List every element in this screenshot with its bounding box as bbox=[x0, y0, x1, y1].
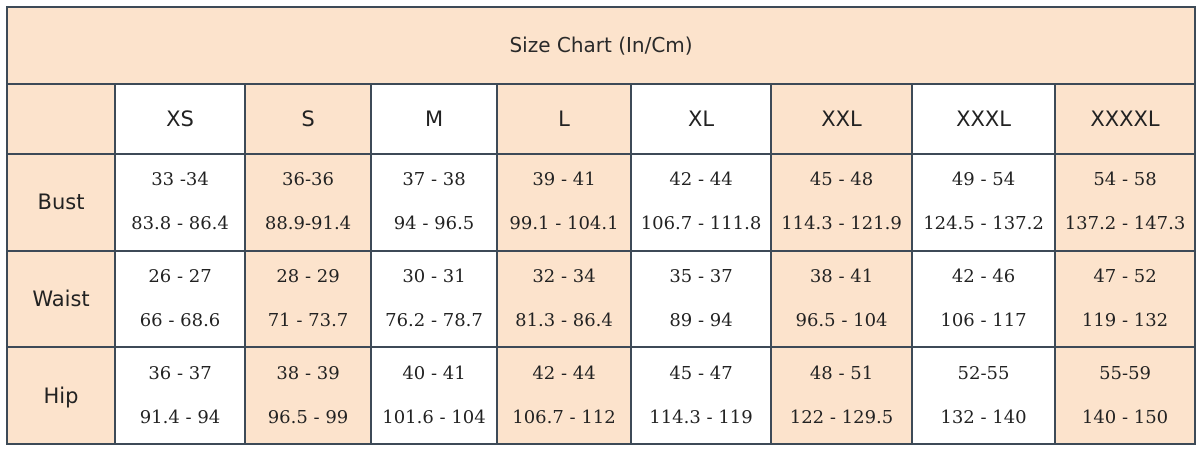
cell-bust-m: 37 - 38 94 - 96.5 bbox=[370, 152, 498, 252]
cell-cm: 137.2 - 147.3 bbox=[1064, 213, 1186, 235]
cell-cm: 114.3 - 121.9 bbox=[781, 213, 902, 235]
cell-inches: 40 - 41 bbox=[402, 362, 466, 384]
cell-hip-xxxl: 52-55 132 - 140 bbox=[911, 346, 1056, 445]
cell-inches: 42 - 44 bbox=[532, 362, 596, 384]
cell-cm: 99.1 - 104.1 bbox=[509, 213, 619, 235]
row-label-bust: Bust bbox=[6, 152, 116, 252]
cell-inches: 45 - 47 bbox=[669, 362, 733, 384]
cell-hip-xxxxl: 55-59 140 - 150 bbox=[1053, 346, 1197, 445]
cell-hip-l: 42 - 44 106.7 - 112 bbox=[496, 346, 632, 445]
cell-waist-xxxl: 42 - 46 106 - 117 bbox=[911, 249, 1056, 349]
cell-cm: 122 - 129.5 bbox=[789, 406, 894, 428]
cell-bust-xxxxl: 54 - 58 137.2 - 147.3 bbox=[1053, 152, 1197, 252]
cell-bust-xxxl: 49 - 54 124.5 - 137.2 bbox=[911, 152, 1056, 252]
cell-cm: 106 - 117 bbox=[940, 309, 1027, 331]
cell-cm: 106.7 - 111.8 bbox=[640, 213, 762, 235]
cell-bust-s: 36-36 88.9-91.4 bbox=[244, 152, 372, 252]
cell-cm: 106.7 - 112 bbox=[512, 406, 616, 428]
cell-cm: 71 - 73.7 bbox=[267, 309, 349, 331]
cell-bust-l: 39 - 41 99.1 - 104.1 bbox=[496, 152, 632, 252]
cell-cm: 101.6 - 104 bbox=[382, 406, 486, 428]
size-header-xxxl: XXXL bbox=[911, 82, 1056, 155]
size-header-s: S bbox=[244, 82, 372, 155]
size-chart-table: Size Chart (In/Cm) XS S M L XL XXL XXXL … bbox=[5, 6, 1197, 445]
cell-hip-m: 40 - 41 101.6 - 104 bbox=[370, 346, 498, 445]
corner-cell bbox=[6, 82, 116, 155]
cell-inches: 48 - 51 bbox=[809, 362, 874, 384]
cell-waist-xxxxl: 47 - 52 119 - 132 bbox=[1053, 249, 1197, 349]
cell-cm: 89 - 94 bbox=[669, 309, 733, 331]
cell-inches: 37 - 38 bbox=[402, 169, 466, 191]
cell-inches: 52-55 bbox=[957, 362, 1010, 384]
cell-inches: 39 - 41 bbox=[532, 169, 596, 191]
cell-inches: 35 - 37 bbox=[669, 265, 733, 287]
row-label-waist: Waist bbox=[6, 249, 116, 349]
cell-inches: 47 - 52 bbox=[1093, 265, 1157, 287]
size-header-xl: XL bbox=[630, 82, 772, 155]
cell-inches: 55-59 bbox=[1099, 362, 1151, 384]
chart-title: Size Chart (In/Cm) bbox=[5, 6, 1197, 85]
cell-inches: 42 - 44 bbox=[669, 169, 733, 191]
cell-hip-xl: 45 - 47 114.3 - 119 bbox=[630, 346, 772, 445]
cell-cm: 66 - 68.6 bbox=[139, 309, 221, 331]
row-label-hip: Hip bbox=[6, 346, 116, 445]
cell-cm: 88.9-91.4 bbox=[264, 213, 352, 235]
cell-waist-m: 30 - 31 76.2 - 78.7 bbox=[370, 249, 498, 349]
cell-cm: 96.5 - 99 bbox=[267, 406, 349, 428]
size-header-xxl: XXL bbox=[770, 82, 913, 155]
size-header-xxxxl: XXXXL bbox=[1053, 82, 1197, 155]
cell-bust-xl: 42 - 44 106.7 - 111.8 bbox=[630, 152, 772, 252]
cell-cm: 91.4 - 94 bbox=[139, 406, 221, 428]
cell-waist-s: 28 - 29 71 - 73.7 bbox=[244, 249, 372, 349]
cell-waist-xs: 26 - 27 66 - 68.6 bbox=[114, 249, 246, 349]
cell-cm: 83.8 - 86.4 bbox=[131, 213, 229, 235]
cell-hip-s: 38 - 39 96.5 - 99 bbox=[244, 346, 372, 445]
cell-inches: 30 - 31 bbox=[402, 265, 466, 287]
row-waist: Waist 26 - 27 66 - 68.6 28 - 29 71 - 73.7 … bbox=[6, 249, 1197, 349]
row-bust: Bust 33 -34 83.8 - 86.4 36-36 88.9-91.4 37… bbox=[6, 152, 1197, 252]
cell-inches: 33 -34 bbox=[151, 169, 209, 191]
cell-cm: 132 - 140 bbox=[940, 406, 1027, 428]
cell-inches: 36 - 37 bbox=[148, 362, 212, 384]
cell-inches: 38 - 41 bbox=[809, 265, 874, 287]
cell-inches: 45 - 48 bbox=[809, 169, 874, 191]
cell-cm: 124.5 - 137.2 bbox=[923, 213, 1044, 235]
cell-inches: 42 - 46 bbox=[951, 265, 1016, 287]
cell-inches: 36-36 bbox=[282, 169, 334, 191]
cell-hip-xs: 36 - 37 91.4 - 94 bbox=[114, 346, 246, 445]
cell-cm: 119 - 132 bbox=[1081, 309, 1169, 331]
cell-inches: 26 - 27 bbox=[148, 265, 212, 287]
row-hip: Hip 36 - 37 91.4 - 94 38 - 39 96.5 - 99 40… bbox=[6, 346, 1197, 445]
cell-bust-xxl: 45 - 48 114.3 - 121.9 bbox=[770, 152, 913, 252]
cell-waist-l: 32 - 34 81.3 - 86.4 bbox=[496, 249, 632, 349]
cell-cm: 96.5 - 104 bbox=[795, 309, 888, 331]
cell-cm: 94 - 96.5 bbox=[393, 213, 475, 235]
cell-waist-xl: 35 - 37 89 - 94 bbox=[630, 249, 772, 349]
cell-inches: 38 - 39 bbox=[276, 362, 340, 384]
cell-cm: 81.3 - 86.4 bbox=[515, 309, 613, 331]
cell-cm: 114.3 - 119 bbox=[649, 406, 753, 428]
size-header-xs: XS bbox=[114, 82, 246, 155]
cell-inches: 32 - 34 bbox=[532, 265, 596, 287]
cell-cm: 76.2 - 78.7 bbox=[385, 309, 483, 331]
cell-cm: 140 - 150 bbox=[1081, 406, 1169, 428]
cell-hip-xxl: 48 - 51 122 - 129.5 bbox=[770, 346, 913, 445]
cell-inches: 49 - 54 bbox=[951, 169, 1016, 191]
cell-waist-xxl: 38 - 41 96.5 - 104 bbox=[770, 249, 913, 349]
cell-inches: 28 - 29 bbox=[276, 265, 340, 287]
size-header-l: L bbox=[496, 82, 632, 155]
cell-inches: 54 - 58 bbox=[1093, 169, 1157, 191]
size-header-m: M bbox=[370, 82, 498, 155]
cell-bust-xs: 33 -34 83.8 - 86.4 bbox=[114, 152, 246, 252]
